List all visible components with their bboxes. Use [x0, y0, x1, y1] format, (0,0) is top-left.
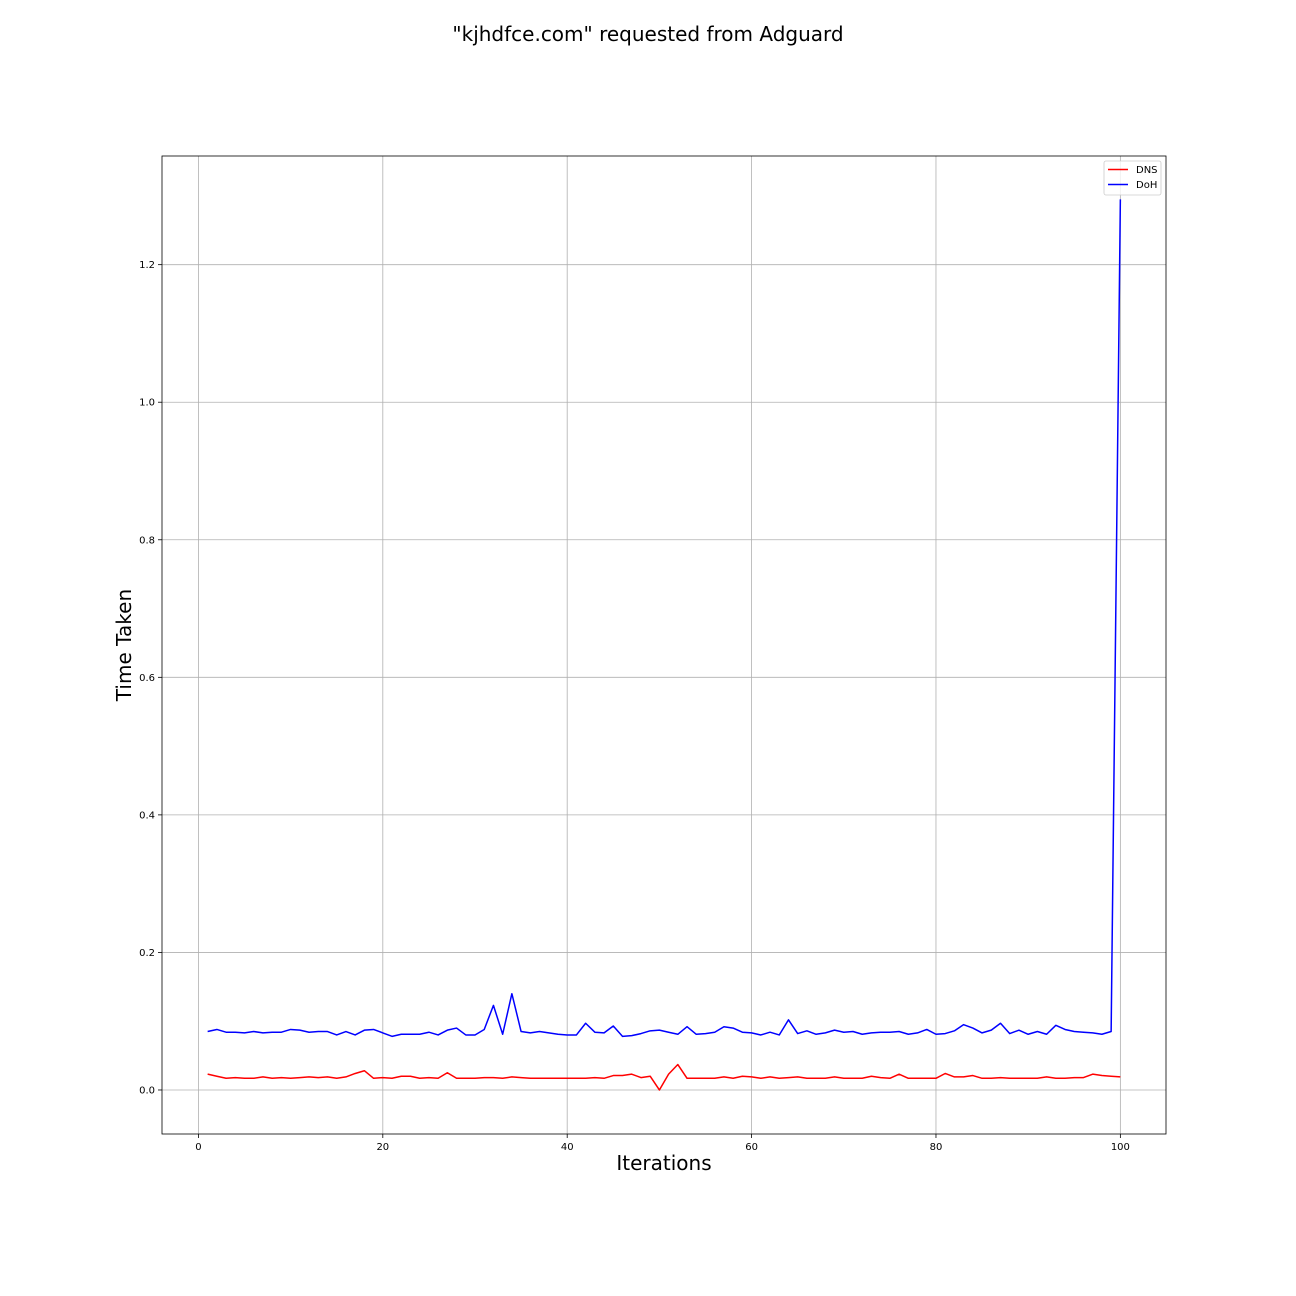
y-tick-label: 1.2 [139, 260, 155, 271]
x-tick-label: 40 [561, 1142, 574, 1153]
x-tick-label: 80 [930, 1142, 943, 1153]
y-tick-label: 0.6 [139, 673, 155, 684]
series-line-dns [207, 1063, 1121, 1091]
series-line-doh [207, 199, 1122, 1038]
legend-label-dns: DNS [1136, 165, 1158, 176]
y-tick-label: 0.0 [139, 1085, 155, 1096]
y-tick-label: 0.8 [139, 535, 155, 546]
y-tick-label: 0.4 [139, 810, 155, 821]
legend-label-doh: DoH [1136, 180, 1157, 191]
legend: DNS DoH [1103, 160, 1162, 196]
grid [162, 156, 1166, 1134]
y-tick-label: 1.0 [139, 398, 155, 409]
axis-ticks: 0 20 40 60 80 100 0.0 0.2 0.4 0.6 0.8 1.0 1.2 [139, 260, 1130, 1153]
x-tick-label: 100 [1111, 1142, 1130, 1153]
x-tick-label: 0 [195, 1142, 201, 1153]
x-axis-label: Iterations [616, 1151, 711, 1175]
x-tick-label: 20 [376, 1142, 389, 1153]
plot-frame [161, 155, 1167, 1135]
y-axis-label: Time Taken [112, 589, 136, 702]
x-tick-label: 60 [745, 1142, 758, 1153]
y-tick-label: 0.2 [139, 948, 155, 959]
chart-title: "kjhdfce.com" requested from Adguard [452, 22, 843, 46]
series-lines [207, 199, 1122, 1091]
